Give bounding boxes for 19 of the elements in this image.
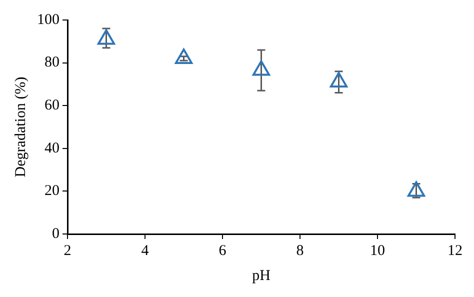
y-tick-label: 100 bbox=[37, 12, 60, 28]
y-tick-label: 0 bbox=[52, 226, 60, 242]
point bbox=[252, 60, 270, 76]
point bbox=[97, 29, 116, 45]
x-tick-label: 6 bbox=[218, 242, 227, 259]
y-axis-title: Degradation (%) bbox=[12, 76, 29, 178]
x-tick-label: 4 bbox=[141, 242, 150, 259]
point bbox=[407, 181, 426, 197]
y-tick-label: 40 bbox=[44, 140, 60, 156]
x-axis-title: pH bbox=[252, 268, 271, 284]
point bbox=[174, 48, 193, 64]
y-tick-label: 60 bbox=[44, 98, 60, 114]
y-tick-label: 80 bbox=[44, 54, 60, 71]
x-tick-label: 10 bbox=[370, 242, 385, 259]
x-tick-label: 12 bbox=[448, 242, 462, 259]
x-tick-label: 2 bbox=[64, 242, 72, 259]
point bbox=[330, 72, 348, 88]
x-tick-label: 8 bbox=[296, 242, 304, 259]
y-tick-label: 20 bbox=[44, 183, 60, 200]
